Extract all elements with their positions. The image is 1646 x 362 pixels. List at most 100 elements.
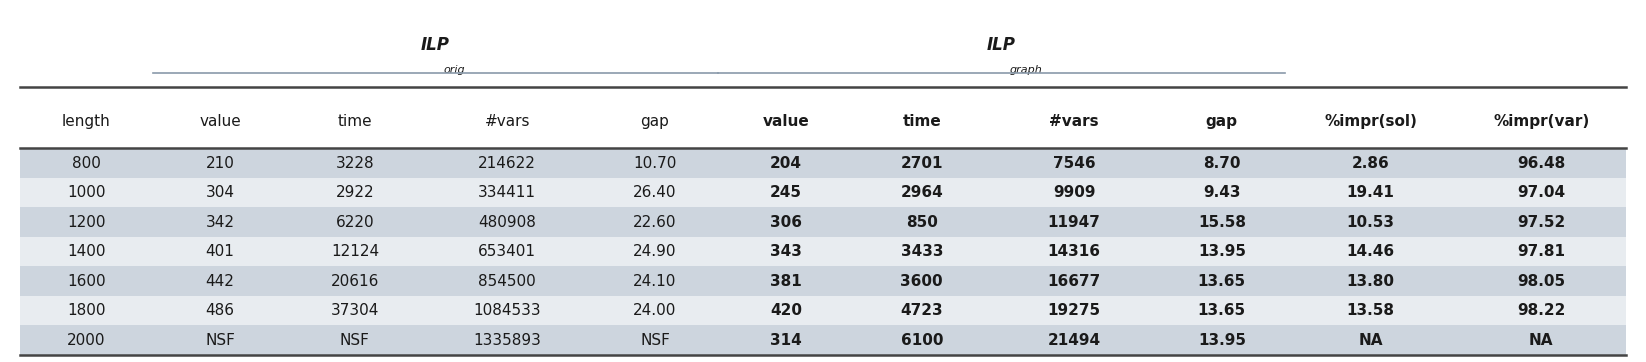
Bar [20,148,1626,178]
Text: 1084533: 1084533 [474,303,542,318]
Text: value: value [199,114,240,129]
Text: 401: 401 [206,244,234,259]
Text: 6220: 6220 [336,215,374,230]
Text: 480908: 480908 [479,215,537,230]
Text: 3228: 3228 [336,156,374,171]
Text: 486: 486 [206,303,235,318]
Text: %impr(sol): %impr(sol) [1323,114,1417,129]
Text: 1800: 1800 [67,303,105,318]
Text: 314: 314 [770,333,802,348]
Text: 98.05: 98.05 [1518,274,1565,289]
Text: graph: graph [1009,65,1042,75]
Text: time: time [337,114,372,129]
Text: 16677: 16677 [1047,274,1101,289]
Text: 442: 442 [206,274,234,289]
Text: 245: 245 [770,185,802,200]
Text: 3600: 3600 [900,274,943,289]
Text: orig: orig [443,65,466,75]
Text: 11947: 11947 [1049,215,1101,230]
Text: 2.86: 2.86 [1351,156,1389,171]
Text: 8.70: 8.70 [1203,156,1241,171]
Text: %impr(var): %impr(var) [1493,114,1590,129]
Text: #vars: #vars [1049,114,1100,129]
Text: 2701: 2701 [900,156,943,171]
Text: NSF: NSF [640,333,670,348]
Text: 214622: 214622 [479,156,537,171]
Bar [20,178,1626,207]
Bar [20,87,1626,148]
Text: 26.40: 26.40 [634,185,677,200]
Text: 13.65: 13.65 [1198,274,1246,289]
Text: 97.52: 97.52 [1518,215,1565,230]
Text: 19.41: 19.41 [1346,185,1394,200]
Text: 343: 343 [770,244,802,259]
Text: 10.70: 10.70 [634,156,677,171]
Text: 9909: 9909 [1053,185,1095,200]
Text: 420: 420 [770,303,802,318]
Text: 24.90: 24.90 [634,244,677,259]
Text: 13.80: 13.80 [1346,274,1394,289]
Text: NSF: NSF [341,333,370,348]
Text: 210: 210 [206,156,234,171]
Text: 3433: 3433 [900,244,943,259]
Text: 304: 304 [206,185,235,200]
Text: ILP: ILP [421,36,449,54]
Text: 13.65: 13.65 [1198,303,1246,318]
Text: ILP: ILP [986,36,1016,54]
Text: gap: gap [1207,114,1238,129]
Text: 1200: 1200 [67,215,105,230]
Text: 9.43: 9.43 [1203,185,1241,200]
Text: 854500: 854500 [479,274,537,289]
Text: 1000: 1000 [67,185,105,200]
Bar [20,237,1626,266]
Text: 306: 306 [770,215,802,230]
Text: NA: NA [1529,333,1554,348]
Text: 24.00: 24.00 [634,303,677,318]
Text: time: time [902,114,942,129]
Text: NSF: NSF [206,333,235,348]
Text: 14.46: 14.46 [1346,244,1394,259]
Text: 1400: 1400 [67,244,105,259]
Text: value: value [762,114,810,129]
Text: 342: 342 [206,215,235,230]
Text: 98.22: 98.22 [1518,303,1565,318]
Bar [20,266,1626,296]
Text: #vars: #vars [484,114,530,129]
Text: 1335893: 1335893 [474,333,542,348]
Text: NA: NA [1358,333,1383,348]
Text: 334411: 334411 [479,185,537,200]
Text: 7546: 7546 [1053,156,1096,171]
Text: 1600: 1600 [67,274,105,289]
Text: 20616: 20616 [331,274,379,289]
Text: 10.53: 10.53 [1346,215,1394,230]
Text: 13.58: 13.58 [1346,303,1394,318]
Text: 19275: 19275 [1047,303,1101,318]
Text: 204: 204 [770,156,802,171]
Text: 13.95: 13.95 [1198,333,1246,348]
Text: 13.95: 13.95 [1198,244,1246,259]
Text: 2000: 2000 [67,333,105,348]
Text: 653401: 653401 [479,244,537,259]
Text: 2922: 2922 [336,185,374,200]
Text: 15.58: 15.58 [1198,215,1246,230]
Bar [20,207,1626,237]
Text: 6100: 6100 [900,333,943,348]
Text: 4723: 4723 [900,303,943,318]
Text: gap: gap [640,114,670,129]
Bar [20,296,1626,325]
Text: 14316: 14316 [1047,244,1101,259]
Text: 2964: 2964 [900,185,943,200]
Text: 97.81: 97.81 [1518,244,1565,259]
Text: 96.48: 96.48 [1518,156,1565,171]
Text: 37304: 37304 [331,303,379,318]
Text: 21494: 21494 [1047,333,1101,348]
Text: 381: 381 [770,274,802,289]
Text: 850: 850 [905,215,938,230]
Bar [20,11,1626,87]
Text: 800: 800 [72,156,100,171]
Text: 12124: 12124 [331,244,379,259]
Bar [20,325,1626,355]
Text: length: length [63,114,110,129]
Text: 24.10: 24.10 [634,274,677,289]
Text: 22.60: 22.60 [634,215,677,230]
